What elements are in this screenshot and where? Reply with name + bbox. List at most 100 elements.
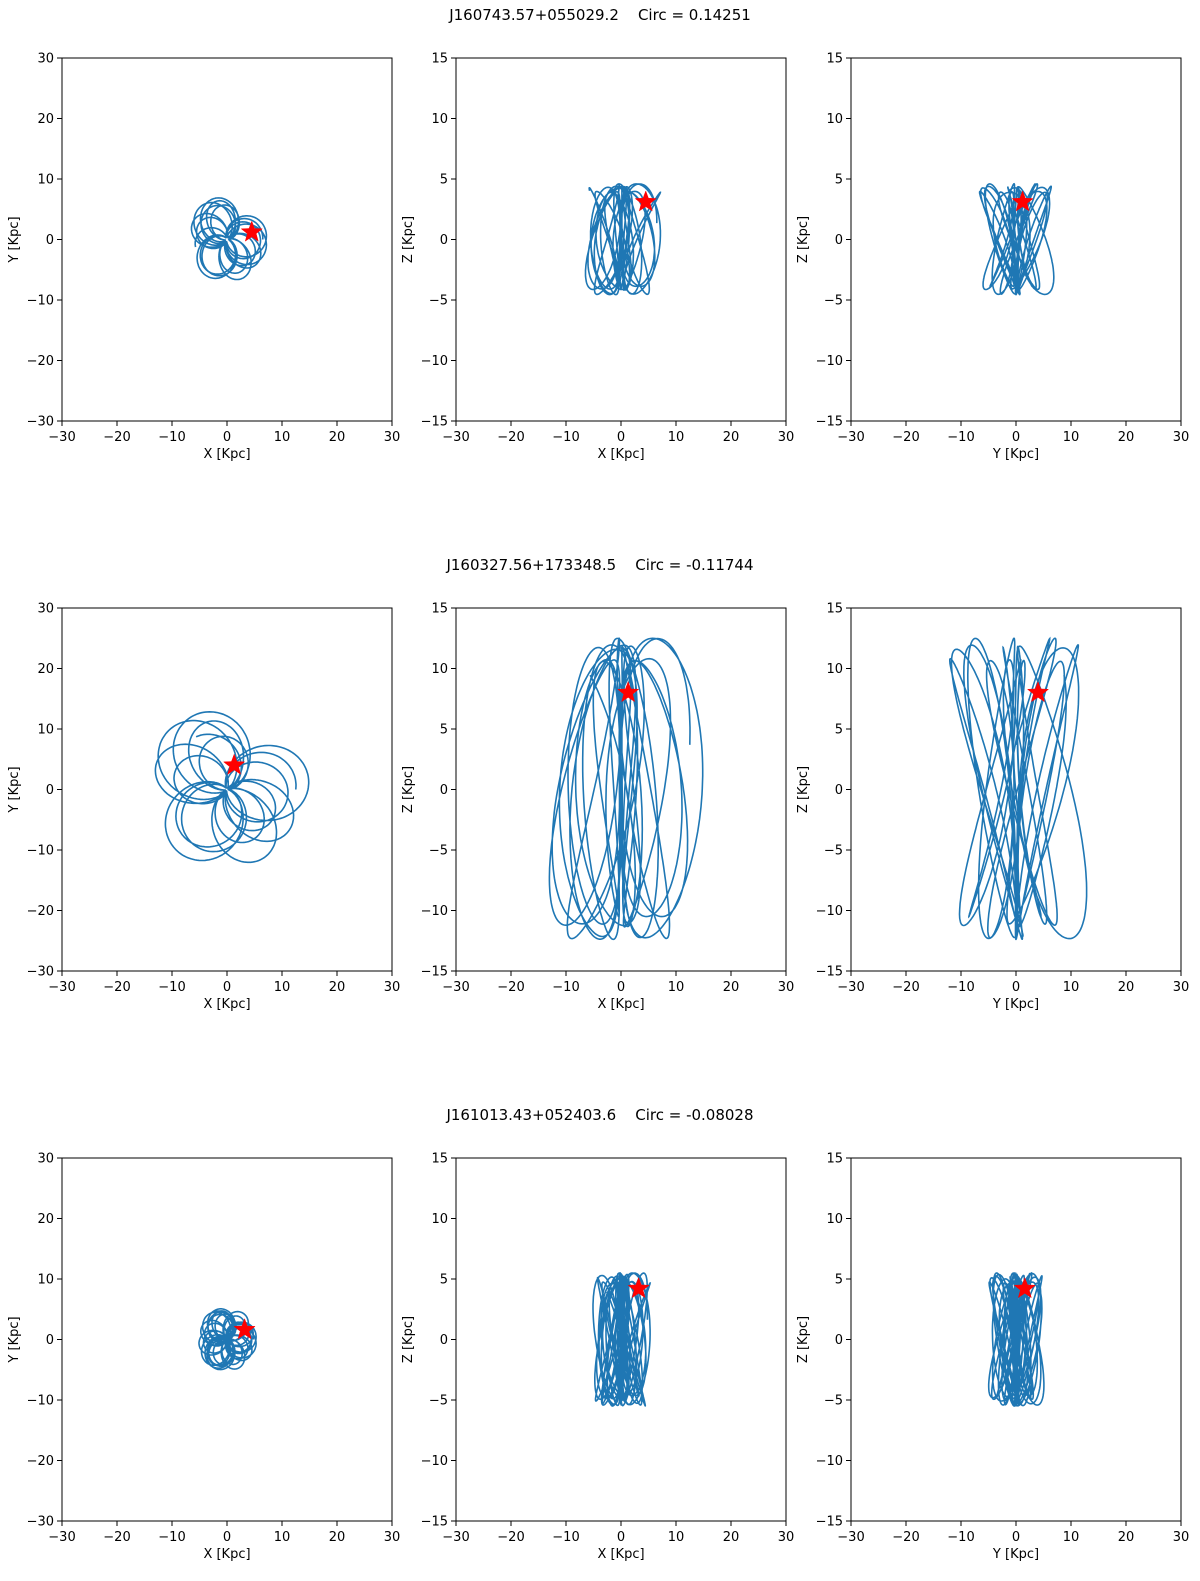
orbit-line [987, 1272, 1045, 1407]
x-tick-label: 20 [723, 430, 740, 445]
x-tick-label: 20 [723, 1530, 740, 1545]
y-axis-label: Z [Kpc] [401, 766, 416, 813]
orbit-line [584, 183, 662, 296]
y-tick-label: 0 [46, 1333, 54, 1348]
x-tick-label: 10 [274, 1530, 291, 1545]
axes-frame [61, 57, 393, 422]
y-tick-label: 10 [826, 662, 843, 677]
y-tick-label: −20 [27, 904, 54, 919]
y-tick-label: −10 [816, 1454, 843, 1469]
y-tick-label: 0 [440, 783, 448, 798]
y-axis-label: Z [Kpc] [796, 766, 811, 813]
y-tick-label: 15 [431, 1152, 448, 1167]
x-tick-label: −30 [442, 430, 469, 445]
x-tick-label: −10 [552, 430, 579, 445]
y-tick-label: 10 [37, 173, 54, 188]
y-tick-label: 5 [440, 173, 448, 188]
x-tick-label: −10 [552, 1530, 579, 1545]
x-tick-label: 10 [274, 430, 291, 445]
x-tick-label: 0 [223, 430, 231, 445]
y-tick-label: 10 [37, 723, 54, 738]
x-axis-label: Y [Kpc] [992, 1547, 1039, 1562]
circ-value: Circ = -0.08028 [635, 1106, 754, 1124]
y-axis-label: Y [Kpc] [7, 216, 22, 263]
orbit-line [198, 1308, 257, 1371]
x-tick-label: −30 [442, 980, 469, 995]
star-marker [617, 680, 640, 703]
x-tick-label: 10 [1063, 1530, 1080, 1545]
x-tick-label: −20 [497, 430, 524, 445]
star-marker [1026, 680, 1050, 703]
y-tick-label: −15 [816, 1515, 843, 1530]
x-tick-label: −30 [48, 1530, 75, 1545]
x-tick-label: 20 [329, 980, 346, 995]
orbit-line [978, 182, 1055, 296]
panel-xy-row1: −30 −20 −10 0 10 20 30 −30 −20 −10 0 10 20 30 X [Kpc] Y… [7, 52, 400, 463]
star-marker [634, 190, 657, 212]
x-axis-label: X [Kpc] [597, 1547, 644, 1562]
x-tick-label: 0 [617, 430, 625, 445]
y-tick-label: 10 [826, 1212, 843, 1227]
x-tick-label: 0 [1012, 1530, 1020, 1545]
orbit-line [592, 1272, 652, 1408]
y-tick-label: −30 [27, 415, 54, 430]
x-tick-label: 20 [723, 980, 740, 995]
y-tick-label: −15 [421, 415, 448, 430]
y-tick-label: 5 [835, 1273, 843, 1288]
x-tick-label: −30 [837, 430, 864, 445]
x-tick-label: 0 [223, 1530, 231, 1545]
x-tick-label: −20 [892, 1530, 919, 1545]
y-tick-label: 10 [431, 1212, 448, 1227]
panel-xz-row3: −30 −20 −10 0 10 20 30 −15 −10 −5 0 5 10 15 X [Kpc] Z [… [401, 1152, 794, 1563]
y-tick-label: 0 [46, 783, 54, 798]
y-tick-label: −10 [816, 904, 843, 919]
y-tick-label: 15 [826, 602, 843, 617]
y-tick-label: −5 [824, 1394, 843, 1409]
star-marker [1011, 190, 1034, 212]
panel-yz-row3: −30 −20 −10 0 10 20 30 −15 −10 −5 0 5 10 15 Y [Kpc] Z [… [796, 1152, 1189, 1563]
x-tick-label: 30 [384, 980, 401, 995]
x-tick-label: −20 [103, 980, 130, 995]
star-marker [233, 1318, 256, 1340]
object-id: J160327.56+173348.5 [446, 556, 617, 574]
x-tick-label: −20 [892, 980, 919, 995]
x-tick-label: 0 [617, 1530, 625, 1545]
star-marker [627, 1276, 650, 1299]
y-tick-label: 10 [431, 662, 448, 677]
y-tick-label: 30 [37, 52, 54, 67]
x-tick-label: 10 [668, 430, 685, 445]
y-tick-label: −10 [421, 1454, 448, 1469]
x-axis-label: X [Kpc] [597, 997, 644, 1012]
x-tick-label: −20 [103, 1530, 130, 1545]
star-marker [1013, 1276, 1036, 1299]
y-tick-label: 5 [440, 1273, 448, 1288]
y-axis-label: Y [Kpc] [7, 766, 22, 813]
orbit-line [154, 710, 310, 864]
x-tick-label: 30 [778, 980, 795, 995]
x-axis-label: Y [Kpc] [992, 447, 1039, 462]
y-tick-label: 5 [835, 723, 843, 738]
y-tick-label: 20 [37, 662, 54, 677]
x-tick-label: −20 [497, 1530, 524, 1545]
x-axis-label: X [Kpc] [203, 447, 250, 462]
y-tick-label: 20 [37, 112, 54, 127]
x-tick-label: 30 [1173, 980, 1190, 995]
x-tick-label: 20 [1118, 430, 1135, 445]
y-tick-label: 0 [440, 1333, 448, 1348]
y-tick-label: 10 [37, 1273, 54, 1288]
y-tick-label: −15 [421, 1515, 448, 1530]
y-tick-label: −5 [824, 844, 843, 859]
panel-yz-row2: −30 −20 −10 0 10 20 30 −15 −10 −5 0 5 10 15 Y [Kpc] Z [… [796, 602, 1189, 1013]
panel-xy-row3: −30 −20 −10 0 10 20 30 −30 −20 −10 0 10 20 30 X [Kpc] Y… [7, 1152, 400, 1563]
x-tick-label: 30 [384, 1530, 401, 1545]
y-tick-label: 15 [826, 1152, 843, 1167]
y-tick-label: −10 [27, 294, 54, 309]
orbit-line [190, 197, 268, 281]
x-tick-label: 0 [1012, 980, 1020, 995]
x-tick-label: −30 [837, 980, 864, 995]
y-tick-label: −15 [816, 965, 843, 980]
x-tick-label: −10 [947, 980, 974, 995]
row-title-2: J160327.56+173348.5 Circ = -0.11744 [0, 556, 1200, 574]
y-tick-label: 0 [835, 1333, 843, 1348]
